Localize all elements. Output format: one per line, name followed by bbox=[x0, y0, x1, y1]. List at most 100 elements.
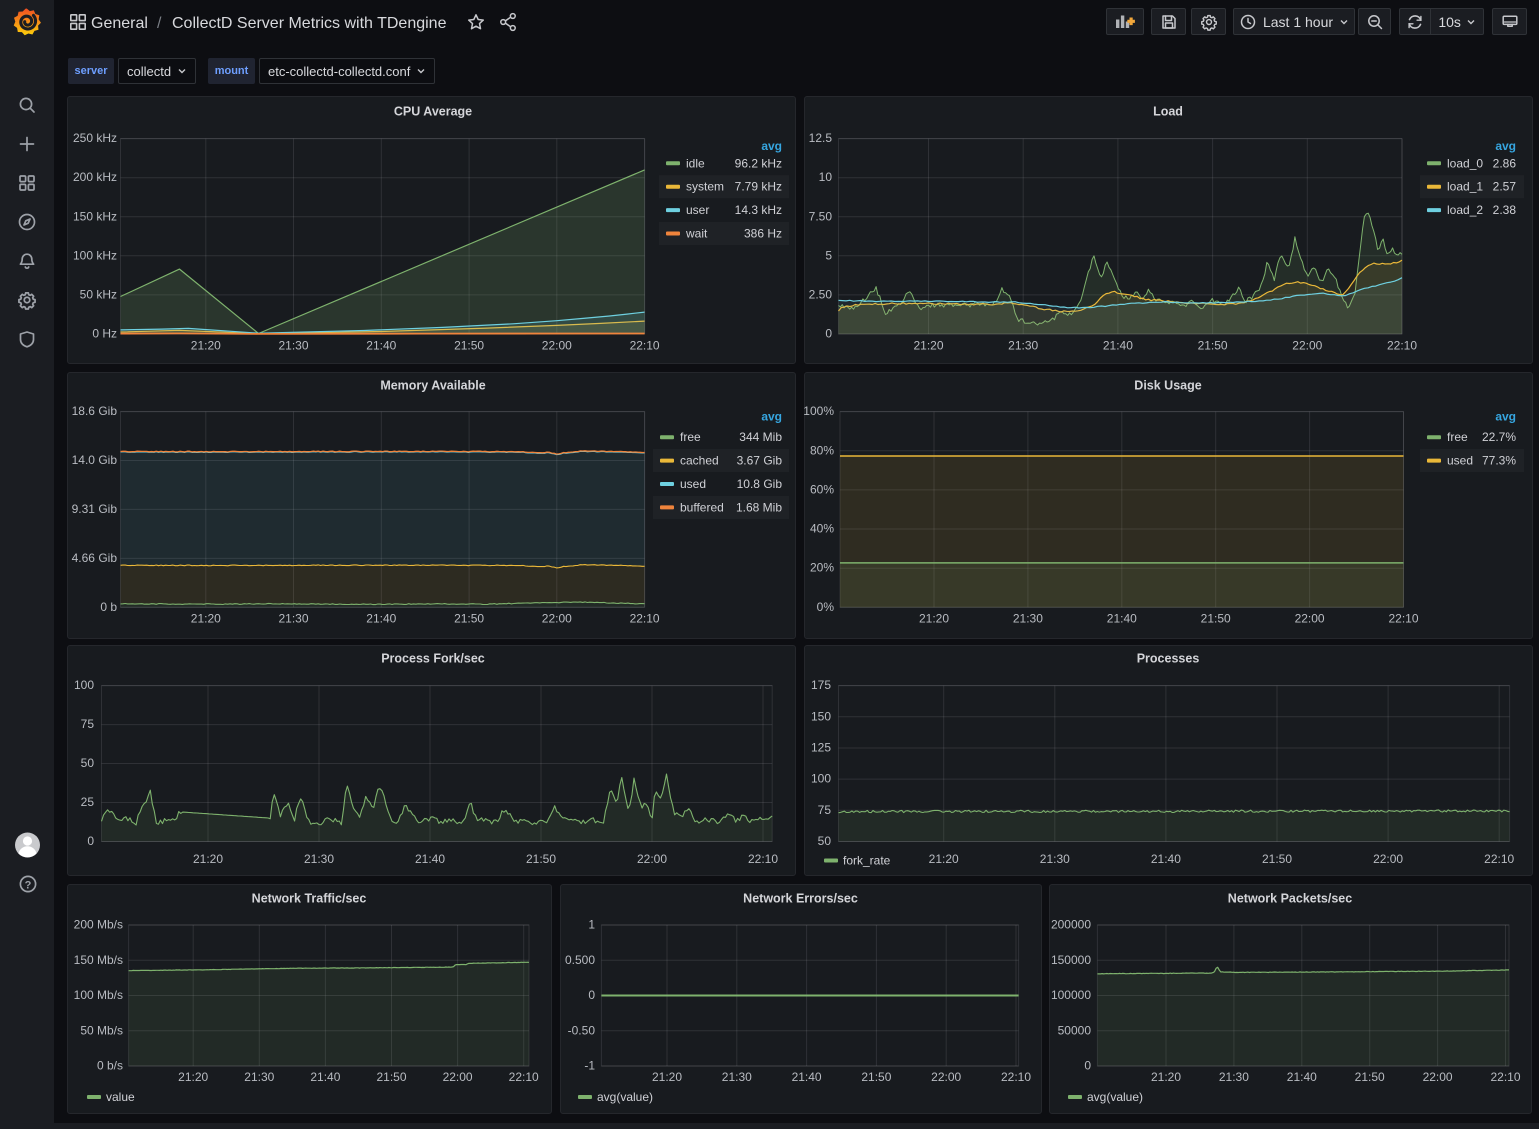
svg-text:250 kHz: 250 kHz bbox=[73, 131, 117, 145]
svg-text:22:10: 22:10 bbox=[1001, 1070, 1031, 1084]
svg-text:175: 175 bbox=[811, 678, 831, 692]
svg-text:load_2: load_2 bbox=[1447, 203, 1483, 217]
svg-text:21:50: 21:50 bbox=[376, 1070, 406, 1084]
svg-text:40%: 40% bbox=[810, 522, 834, 536]
svg-text:21:50: 21:50 bbox=[1198, 339, 1228, 353]
svg-text:CPU Average: CPU Average bbox=[394, 105, 472, 119]
svg-text:21:30: 21:30 bbox=[1219, 1070, 1249, 1084]
svg-text:-1: -1 bbox=[584, 1059, 595, 1073]
svg-text:22:10: 22:10 bbox=[1387, 339, 1417, 353]
svg-text:load_1: load_1 bbox=[1447, 180, 1483, 194]
svg-text:value: value bbox=[106, 1090, 135, 1104]
svg-text:22:10: 22:10 bbox=[748, 852, 778, 866]
svg-text:Network Packets/sec: Network Packets/sec bbox=[1228, 892, 1352, 906]
svg-text:2.50: 2.50 bbox=[809, 287, 833, 301]
svg-text:100000: 100000 bbox=[1051, 988, 1091, 1002]
svg-text:80%: 80% bbox=[810, 443, 834, 457]
svg-text:200 Mb/s: 200 Mb/s bbox=[74, 918, 123, 932]
svg-text:21:50: 21:50 bbox=[526, 852, 556, 866]
svg-text:0.500: 0.500 bbox=[565, 953, 595, 967]
svg-text:2.57: 2.57 bbox=[1493, 180, 1517, 194]
svg-text:9.31 Gib: 9.31 Gib bbox=[72, 502, 118, 516]
svg-text:1.68 Mib: 1.68 Mib bbox=[736, 500, 782, 514]
svg-text:free: free bbox=[680, 430, 701, 444]
svg-text:2.38: 2.38 bbox=[1493, 203, 1517, 217]
svg-text:200 kHz: 200 kHz bbox=[73, 170, 117, 184]
svg-text:user: user bbox=[686, 203, 709, 217]
svg-text:load_0: load_0 bbox=[1447, 156, 1483, 170]
svg-text:fork_rate: fork_rate bbox=[843, 854, 891, 868]
svg-text:0 b: 0 b bbox=[100, 600, 117, 614]
svg-text:21:50: 21:50 bbox=[1201, 612, 1231, 626]
svg-text:21:30: 21:30 bbox=[244, 1070, 274, 1084]
svg-text:150 Mb/s: 150 Mb/s bbox=[74, 953, 123, 967]
svg-text:avg: avg bbox=[761, 409, 782, 423]
svg-text:21:20: 21:20 bbox=[929, 852, 959, 866]
svg-text:50: 50 bbox=[81, 756, 95, 770]
svg-text:344 Mib: 344 Mib bbox=[739, 430, 782, 444]
svg-text:avg: avg bbox=[761, 139, 782, 153]
svg-text:21:40: 21:40 bbox=[366, 612, 396, 626]
svg-text:2.86: 2.86 bbox=[1493, 156, 1517, 170]
svg-text:21:40: 21:40 bbox=[1151, 852, 1181, 866]
svg-text:100 kHz: 100 kHz bbox=[73, 248, 117, 262]
svg-text:21:40: 21:40 bbox=[366, 339, 396, 353]
svg-text:22:10: 22:10 bbox=[630, 612, 660, 626]
svg-text:386 Hz: 386 Hz bbox=[744, 227, 782, 241]
svg-text:50 Mb/s: 50 Mb/s bbox=[80, 1023, 123, 1037]
svg-text:21:30: 21:30 bbox=[278, 339, 308, 353]
svg-text:22.7%: 22.7% bbox=[1482, 430, 1516, 444]
svg-text:22:10: 22:10 bbox=[630, 339, 660, 353]
svg-text:22:10: 22:10 bbox=[1484, 852, 1514, 866]
svg-text:cached: cached bbox=[680, 454, 719, 468]
svg-text:CollectD Server Metrics with T: CollectD Server Metrics with TDengine bbox=[172, 15, 447, 32]
svg-text:21:40: 21:40 bbox=[1107, 612, 1137, 626]
svg-text:22:10: 22:10 bbox=[509, 1070, 539, 1084]
svg-text:21:40: 21:40 bbox=[1287, 1070, 1317, 1084]
svg-text:wait: wait bbox=[685, 227, 708, 241]
svg-text:21:50: 21:50 bbox=[861, 1070, 891, 1084]
svg-text:21:40: 21:40 bbox=[1103, 339, 1133, 353]
svg-text:21:50: 21:50 bbox=[454, 612, 484, 626]
svg-text:22:00: 22:00 bbox=[1295, 612, 1325, 626]
svg-text:21:30: 21:30 bbox=[1013, 612, 1043, 626]
svg-text:18.6 Gib: 18.6 Gib bbox=[72, 404, 118, 418]
svg-text:21:30: 21:30 bbox=[278, 612, 308, 626]
svg-text:21:40: 21:40 bbox=[415, 852, 445, 866]
svg-text:200000: 200000 bbox=[1051, 918, 1091, 932]
svg-text:96.2 kHz: 96.2 kHz bbox=[735, 156, 782, 170]
svg-text:150000: 150000 bbox=[1051, 953, 1091, 967]
svg-text:5: 5 bbox=[825, 248, 832, 262]
svg-text:7.79 kHz: 7.79 kHz bbox=[735, 180, 782, 194]
svg-text:1: 1 bbox=[588, 918, 595, 932]
svg-text:0: 0 bbox=[588, 988, 595, 1002]
svg-text:Network Traffic/sec: Network Traffic/sec bbox=[252, 892, 367, 906]
svg-text:21:20: 21:20 bbox=[1151, 1070, 1181, 1084]
svg-text:21:30: 21:30 bbox=[1008, 339, 1038, 353]
svg-text:22:10: 22:10 bbox=[1388, 612, 1418, 626]
svg-text:0: 0 bbox=[825, 327, 832, 341]
svg-text:0%: 0% bbox=[817, 600, 835, 614]
svg-text:avg: avg bbox=[1495, 409, 1516, 423]
svg-text:22:00: 22:00 bbox=[542, 339, 572, 353]
svg-text:21:20: 21:20 bbox=[193, 852, 223, 866]
svg-text:150 kHz: 150 kHz bbox=[73, 209, 117, 223]
svg-text:-0.50: -0.50 bbox=[568, 1023, 596, 1037]
svg-text:50000: 50000 bbox=[1058, 1023, 1092, 1037]
svg-text:21:20: 21:20 bbox=[178, 1070, 208, 1084]
svg-text:21:30: 21:30 bbox=[722, 1070, 752, 1084]
svg-text:Disk Usage: Disk Usage bbox=[1134, 379, 1201, 393]
svg-text:0: 0 bbox=[87, 834, 94, 848]
svg-text:22:00: 22:00 bbox=[542, 612, 572, 626]
svg-text:21:20: 21:20 bbox=[652, 1070, 682, 1084]
svg-text:100%: 100% bbox=[803, 404, 834, 418]
svg-text:100: 100 bbox=[74, 678, 94, 692]
svg-text:used: used bbox=[680, 477, 706, 491]
svg-text:avg(value): avg(value) bbox=[1087, 1090, 1143, 1104]
svg-text:21:20: 21:20 bbox=[919, 612, 949, 626]
svg-text:General: General bbox=[91, 15, 148, 32]
svg-text:22:10: 22:10 bbox=[1490, 1070, 1520, 1084]
svg-text:Memory Available: Memory Available bbox=[380, 379, 485, 393]
svg-text:0 b/s: 0 b/s bbox=[97, 1059, 123, 1073]
svg-text:21:30: 21:30 bbox=[304, 852, 334, 866]
